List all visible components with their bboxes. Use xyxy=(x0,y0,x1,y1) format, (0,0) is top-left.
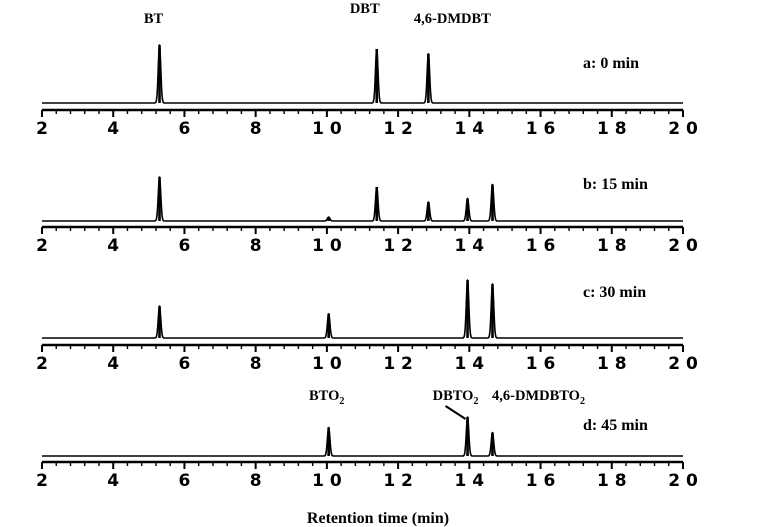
x-tick-label: 4 xyxy=(107,236,119,256)
trace-line-panel-1 xyxy=(41,44,684,104)
x-tick-label: 2 0 xyxy=(668,471,698,491)
x-tick-label: 1 0 xyxy=(312,236,342,256)
x-tick-label: 8 xyxy=(250,236,262,256)
panel-3: 2 4 6 8 1 0 1 2 1 4 1 6 1 8 2 0 c: 30 min xyxy=(36,279,698,374)
x-tick-label: 1 2 xyxy=(383,119,413,139)
x-tick-label: 6 xyxy=(179,236,191,256)
x-tick-label: 2 xyxy=(36,236,48,256)
peak-annotation: BTO2 xyxy=(309,388,344,407)
x-tick-label: 1 4 xyxy=(455,119,485,139)
x-tick-label: 6 xyxy=(179,471,191,491)
x-axis-label: Retention time (min) xyxy=(307,510,449,527)
annotation-leader-line xyxy=(445,405,467,420)
x-tick-label: 1 4 xyxy=(455,471,485,491)
x-tick-label: 1 6 xyxy=(526,119,556,139)
panel-2: 2 4 6 8 1 0 1 2 1 4 1 6 1 8 2 0 b: 15 min xyxy=(36,176,698,256)
x-tick-label: 8 xyxy=(250,471,262,491)
panel-label: d: 45 min xyxy=(583,417,648,434)
trace-line-panel-4 xyxy=(41,416,684,457)
x-tick-label: 1 2 xyxy=(383,471,413,491)
x-tick-label: 1 0 xyxy=(312,119,342,139)
peak-annotation: 4,6-DMDBT xyxy=(414,11,491,27)
chromatogram-panels: 2 4 6 8 1 0 1 2 1 4 1 6 1 8 2 0 a: 0 min BT DBT 4,6-D… xyxy=(36,1,698,491)
peak-annotation: DBTO2 xyxy=(433,388,479,407)
x-tick-label: 1 0 xyxy=(312,471,342,491)
x-tick-label: 2 xyxy=(36,471,48,491)
peak-annotation: 4,6-DMDBTO2 xyxy=(492,388,585,407)
panel-label: a: 0 min xyxy=(583,55,639,72)
x-tick-label: 8 xyxy=(250,354,262,374)
x-tick-label: 1 6 xyxy=(526,354,556,374)
x-tick-label: 1 6 xyxy=(526,471,556,491)
x-tick-label: 1 8 xyxy=(597,471,627,491)
x-tick-label: 1 4 xyxy=(455,236,485,256)
x-tick-label: 1 8 xyxy=(597,236,627,256)
x-tick-label: 2 0 xyxy=(668,119,698,139)
x-tick-label: 6 xyxy=(179,119,191,139)
x-tick-label: 2 xyxy=(36,119,48,139)
peak-annotation: BT xyxy=(144,11,164,27)
x-tick-label: 1 0 xyxy=(312,354,342,374)
x-tick-label: 1 8 xyxy=(597,119,627,139)
trace-line-panel-2 xyxy=(41,176,684,222)
x-tick-label: 4 xyxy=(107,354,119,374)
x-tick-label: 1 6 xyxy=(526,236,556,256)
x-tick-label: 4 xyxy=(107,471,119,491)
x-tick-label: 1 4 xyxy=(455,354,485,374)
x-tick-label: 4 xyxy=(107,119,119,139)
x-tick-label: 2 0 xyxy=(668,236,698,256)
panel-1: 2 4 6 8 1 0 1 2 1 4 1 6 1 8 2 0 a: 0 min BT DBT 4,6-D… xyxy=(36,1,698,139)
x-tick-label: 2 0 xyxy=(668,354,698,374)
x-tick-label: 8 xyxy=(250,119,262,139)
x-tick-label: 1 2 xyxy=(383,236,413,256)
x-tick-label: 1 8 xyxy=(597,354,627,374)
panel-label: c: 30 min xyxy=(583,284,646,301)
trace-line-panel-3 xyxy=(41,279,684,339)
peak-annotation: DBT xyxy=(350,1,380,17)
x-tick-label: 1 2 xyxy=(383,354,413,374)
panel-4: 2 4 6 8 1 0 1 2 1 4 1 6 1 8 2 0 d: 45 min BTO2 DBTO2… xyxy=(36,388,698,491)
x-tick-label: 6 xyxy=(179,354,191,374)
x-tick-label: 2 xyxy=(36,354,48,374)
panel-label: b: 15 min xyxy=(583,176,648,193)
